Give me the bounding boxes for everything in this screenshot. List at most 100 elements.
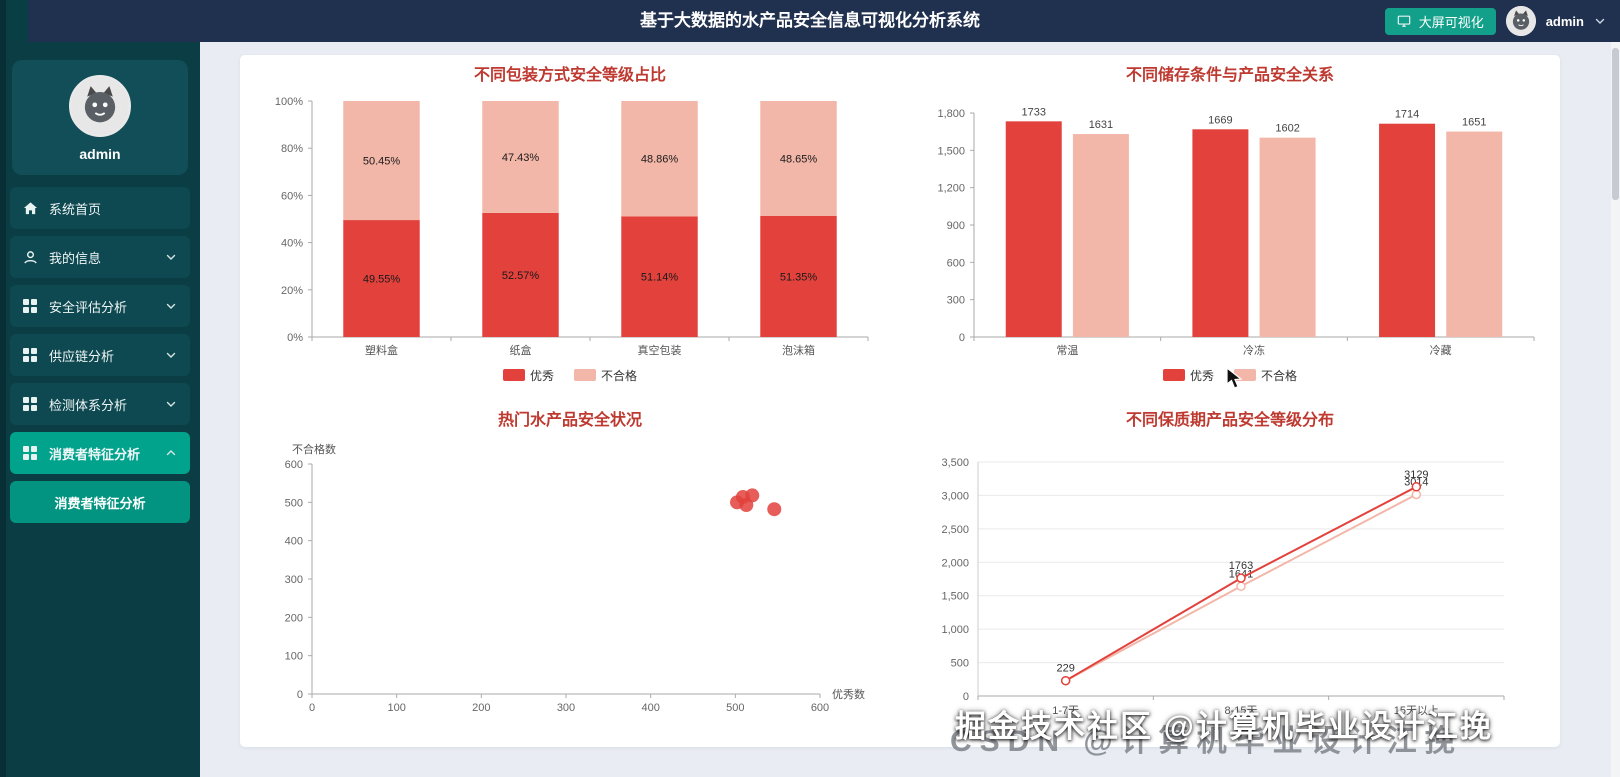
svg-text:3,000: 3,000 [941,490,969,502]
legend-item-优秀[interactable]: 优秀 [502,367,554,384]
sidebar-subitem-label: 消费者特征分析 [54,495,146,511]
svg-text:400: 400 [285,536,303,548]
legend-swatch [574,369,596,381]
scrollbar-thumb[interactable] [1612,48,1619,200]
svg-text:900: 900 [947,220,965,232]
svg-text:1,500: 1,500 [941,591,969,603]
sidebar-item-label: 供应链分析 [49,348,115,364]
chart-title: 不同保质期产品安全等级分布 [1125,412,1334,429]
svg-text:600: 600 [811,702,829,714]
svg-text:60%: 60% [281,190,303,202]
sidebar-menu: 系统首页 我的信息 安全评估分析 [0,187,200,523]
svg-text:真空包装: 真空包装 [638,343,682,357]
chart-title: 热门水产品安全状况 [497,412,642,429]
chevron-up-icon [165,447,177,459]
svg-text:600: 600 [947,257,965,269]
svg-text:100%: 100% [275,96,303,108]
grid-icon [23,347,39,363]
sidebar-item-label: 我的信息 [49,250,102,266]
watermark-juejin: 掘金技术社区 @计算机毕业设计江挽 [955,709,1493,744]
watermark-csdn: CSDN @计算机毕业设计江挽 [950,725,1463,758]
sidebar-item-label: 系统首页 [49,201,102,217]
sidebar-item-label: 消费者特征分析 [49,446,141,462]
svg-text:300: 300 [285,574,303,586]
legend-label: 不合格 [1261,368,1298,383]
svg-text:1,000: 1,000 [941,624,969,636]
legend-swatch [1162,369,1185,381]
svg-text:2,000: 2,000 [941,557,969,569]
grid-icon [23,445,39,461]
big-screen-label: 大屏可视化 [1418,14,1484,30]
svg-text:229: 229 [1056,663,1074,675]
svg-text:51.35%: 51.35% [780,271,818,283]
svg-text:300: 300 [947,295,965,307]
dashboard-panel: 不同包装方式安全等级占比 0% 20% 40% 60% 80% 100% 塑料盒 纸盒 真空包装… [240,55,1560,747]
svg-text:500: 500 [951,658,969,670]
svg-text:优秀数: 优秀数 [832,688,865,701]
cat-avatar-icon [1505,6,1536,36]
sidebar-item-detection-system[interactable]: 检测体系分析 [10,383,190,425]
svg-text:0: 0 [959,332,965,344]
svg-text:40%: 40% [281,238,303,250]
storage-grouped-bar-chart[interactable]: 0 300 600 900 1,200 1,500 1,800 常温 冷冻 冷藏 1733 1669 1… [910,91,1550,363]
sidebar-item-home[interactable]: 系统首页 [10,187,190,229]
scrollbar[interactable] [1611,42,1620,777]
mouse-cursor [1226,367,1243,389]
svg-text:49.55%: 49.55% [363,274,401,286]
header-controls: 大屏可视化 admin [1384,0,1606,42]
page-title: 基于大数据的水产品安全信息可视化分析系统 [640,11,980,30]
legend-label: 不合格 [601,368,638,383]
popular-products-scatter-chart[interactable]: 0 100 200 300 400 500 600 0 100 200 300 400 500 600 不合… [250,436,890,726]
svg-text:1669: 1669 [1208,114,1232,126]
svg-text:纸盒: 纸盒 [510,343,532,357]
sidebar-item-my-info[interactable]: 我的信息 [10,236,190,278]
chart-panel-storage: 不同储存条件与产品安全关系 0 300 600 900 1,200 1,500 1,800 常… [900,55,1560,400]
svg-text:48.65%: 48.65% [780,153,818,165]
sidebar-item-supply-chain[interactable]: 供应链分析 [10,334,190,376]
svg-text:1714: 1714 [1395,109,1419,121]
chart-title: 不同包装方式安全等级占比 [473,67,666,84]
svg-text:1-7天: 1-7天 [1052,705,1079,717]
user-icon [23,249,39,265]
sidebar-item-safety-evaluation[interactable]: 安全评估分析 [10,285,190,327]
sidebar-subitem-consumer-features[interactable]: 消费者特征分析 [10,481,190,523]
chart-title: 不同储存条件与产品安全关系 [1125,67,1334,84]
chevron-down-icon [165,300,177,312]
user-avatar[interactable] [1505,6,1536,36]
grid-icon [23,396,39,412]
packaging-stacked-bar-chart[interactable]: 0% 20% 40% 60% 80% 100% 塑料盒 纸盒 真空包装 泡沫箱 49.55% 50.4… [250,91,890,363]
svg-text:47.43%: 47.43% [502,152,540,164]
shelf-life-line-chart[interactable]: 0 500 1,000 1,500 2,000 2,500 3,000 3,500 1-7天 8-… [910,436,1550,726]
chart-legend: 优秀 不合格 [1162,363,1298,387]
cat-avatar-icon [72,78,128,134]
svg-text:300: 300 [557,702,575,714]
profile-avatar[interactable] [69,75,131,137]
grid-icon [23,298,39,314]
svg-text:3,500: 3,500 [941,457,969,469]
chevron-down-icon[interactable] [1594,15,1606,27]
monitor-icon [1397,13,1413,29]
svg-text:200: 200 [285,612,303,624]
legend-item-不合格[interactable]: 不合格 [574,367,637,384]
chevron-down-icon [165,398,177,410]
sidebar-edge [0,0,6,777]
svg-text:0: 0 [963,691,969,703]
chart-legend: 优秀 不合格 [502,363,637,387]
svg-text:48.86%: 48.86% [641,154,679,166]
svg-text:51.14%: 51.14% [641,272,679,284]
legend-item-优秀[interactable]: 优秀 [1162,367,1214,384]
home-icon [23,200,39,216]
svg-text:50.45%: 50.45% [363,156,401,168]
svg-text:不合格数: 不合格数 [292,442,336,456]
svg-text:600: 600 [285,459,303,471]
sidebar-item-consumer-features[interactable]: 消费者特征分析 [10,432,190,474]
svg-text:3129: 3129 [1404,469,1428,481]
svg-text:冷冻: 冷冻 [1243,343,1265,357]
svg-text:泡沫箱: 泡沫箱 [782,343,815,357]
svg-text:1631: 1631 [1089,119,1113,131]
svg-text:500: 500 [726,702,744,714]
main-content: 不同包装方式安全等级占比 0% 20% 40% 60% 80% 100% 塑料盒 纸盒 真空包装… [200,42,1620,777]
big-screen-button[interactable]: 大屏可视化 [1384,7,1496,35]
svg-text:0: 0 [309,702,315,714]
